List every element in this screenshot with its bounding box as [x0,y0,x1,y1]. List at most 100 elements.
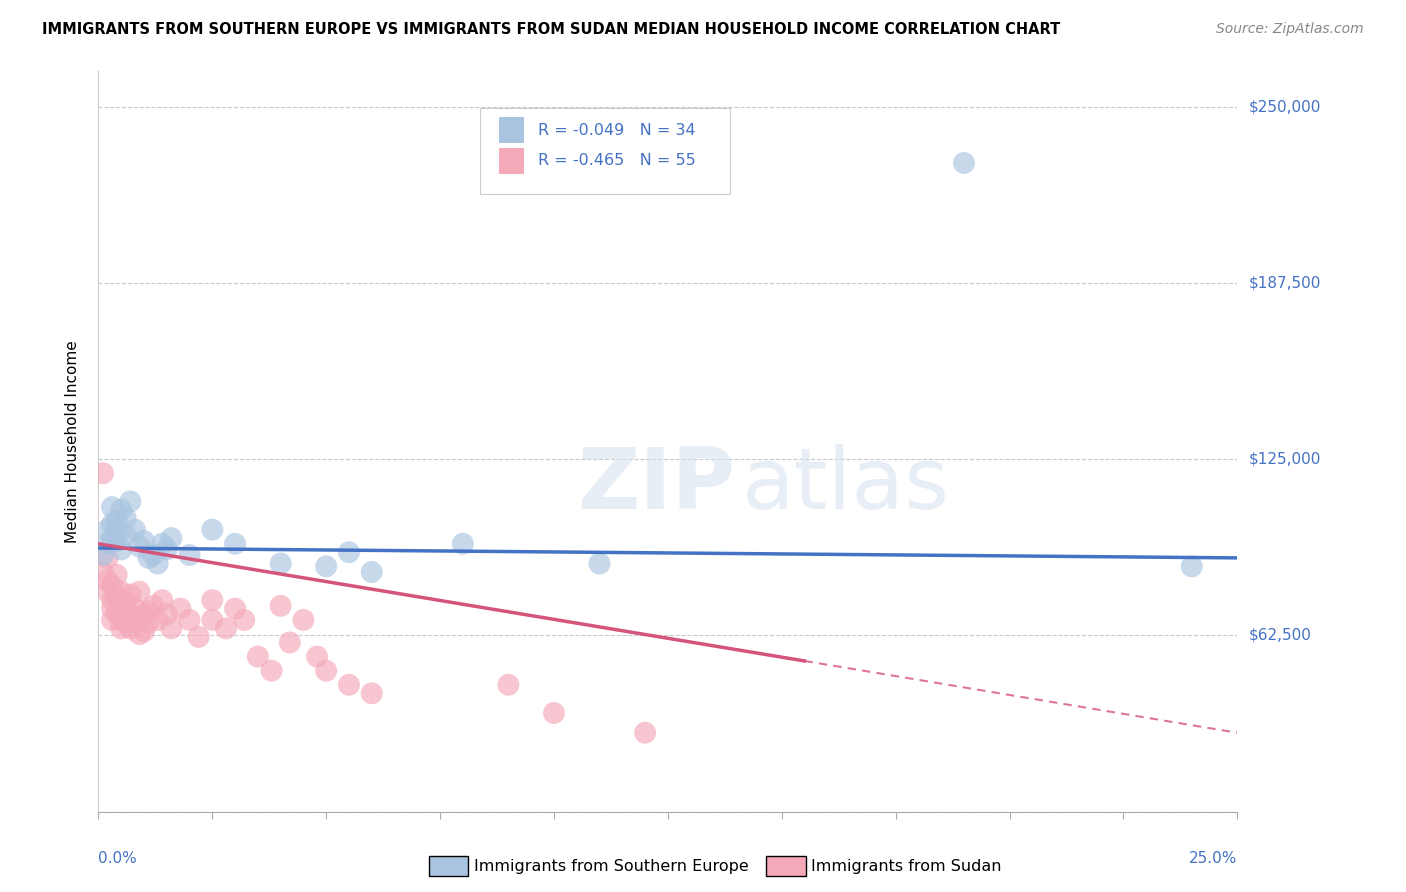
Point [337,678,360,692]
Point [451,537,474,551]
Point [96,523,118,537]
Point [1181,559,1204,574]
Point [132,607,155,622]
Point [110,584,132,599]
Point [120,621,142,635]
Text: $62,500: $62,500 [1249,628,1312,643]
Point [101,601,124,615]
Point [128,540,150,554]
Point [260,664,283,678]
Point [187,630,209,644]
Point [179,548,201,562]
Point [114,615,136,630]
Text: Immigrants from Southern Europe: Immigrants from Southern Europe [474,859,748,873]
Text: R = -0.465   N = 55: R = -0.465 N = 55 [538,153,696,168]
Point [114,596,136,610]
Point [337,545,360,559]
FancyBboxPatch shape [479,109,731,194]
Point [91,565,114,579]
Point [246,649,269,664]
Text: 25.0%: 25.0% [1189,851,1237,865]
Point [128,584,150,599]
Point [160,531,183,545]
Point [360,686,382,700]
Point [124,613,146,627]
Point [156,542,179,557]
Point [101,516,124,531]
Point [142,599,165,613]
Point [105,533,128,548]
Point [315,664,337,678]
Point [634,725,657,739]
Text: R = -0.049   N = 34: R = -0.049 N = 34 [538,123,696,137]
FancyBboxPatch shape [499,117,524,144]
Point [498,678,520,692]
FancyBboxPatch shape [499,147,524,174]
Point [138,605,160,619]
Point [201,593,224,607]
Point [105,591,128,605]
Point [96,584,118,599]
Point [201,613,224,627]
Point [224,537,246,551]
Point [150,537,173,551]
Point [360,565,382,579]
Point [142,548,165,562]
Point [110,621,132,635]
Point [292,613,315,627]
Point [120,588,142,602]
Point [96,550,118,565]
Point [146,613,169,627]
Text: $125,000: $125,000 [1249,451,1320,467]
Text: 0.0%: 0.0% [98,851,138,865]
Point [101,500,124,515]
Point [307,649,329,664]
Point [124,523,146,537]
Point [169,601,191,615]
Point [233,613,256,627]
Point [150,593,173,607]
Point [124,601,146,615]
Point [110,503,132,517]
Point [543,706,565,720]
Text: ZIP: ZIP [576,444,734,527]
Point [101,531,124,545]
Y-axis label: Median Household Income: Median Household Income [65,340,80,543]
Point [215,621,238,635]
Point [101,593,124,607]
Text: $250,000: $250,000 [1249,99,1320,114]
Point [91,467,114,481]
Point [953,156,976,170]
Point [201,523,224,537]
Text: atlas: atlas [742,444,950,527]
Point [91,548,114,562]
Point [114,528,136,542]
Point [138,615,160,630]
Point [110,542,132,557]
Point [128,627,150,641]
Point [114,601,136,615]
Point [588,557,610,571]
Point [270,557,292,571]
Text: IMMIGRANTS FROM SOUTHERN EUROPE VS IMMIGRANTS FROM SUDAN MEDIAN HOUSEHOLD INCOME: IMMIGRANTS FROM SOUTHERN EUROPE VS IMMIG… [42,22,1060,37]
Point [132,624,155,639]
Point [120,494,142,508]
Point [120,607,142,622]
Point [278,635,301,649]
Text: $187,500: $187,500 [1249,276,1320,291]
Text: Immigrants from Sudan: Immigrants from Sudan [811,859,1001,873]
Point [270,599,292,613]
Point [105,607,128,622]
Point [110,613,132,627]
Point [224,601,246,615]
Point [96,574,118,588]
Point [132,533,155,548]
Point [179,613,201,627]
Point [101,613,124,627]
Point [105,567,128,582]
Point [110,599,132,613]
Point [315,559,337,574]
Point [138,550,160,565]
Point [101,579,124,593]
Point [114,511,136,525]
